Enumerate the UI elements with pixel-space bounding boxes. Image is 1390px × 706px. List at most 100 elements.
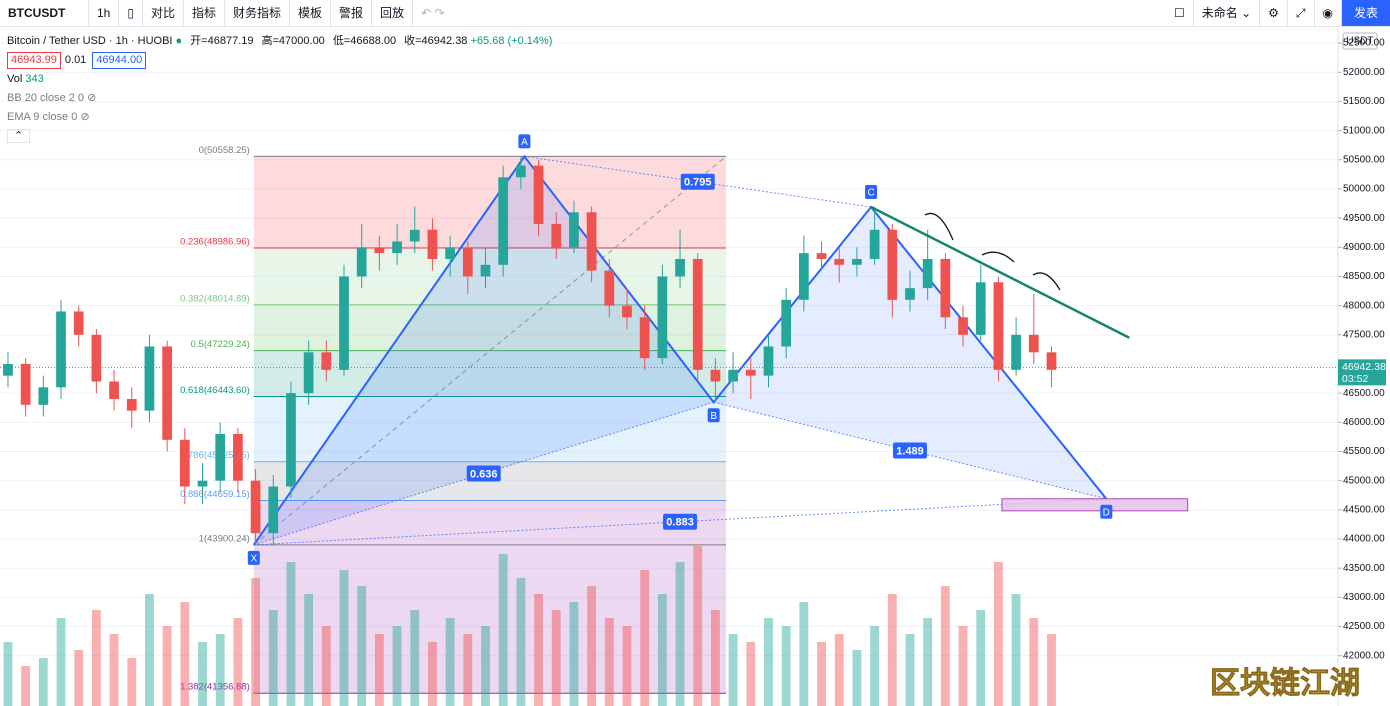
indicator[interactable]: EMA 9 close 0 ⊘ (7, 111, 90, 123)
currency: USDT (1346, 36, 1373, 47)
candle-body (728, 369, 738, 382)
candle-body (940, 258, 951, 318)
candle-body (56, 311, 66, 388)
ratio-line (713, 401, 1107, 500)
undo-redo[interactable]: ↶ ↷ (421, 6, 445, 20)
volume-bar (534, 594, 543, 706)
bid: 46943.99 (7, 52, 61, 69)
point-label: X (250, 553, 257, 564)
last-price-label: 46942.38 (1342, 361, 1386, 373)
sketch-arc (924, 212, 954, 241)
y-tick-label: 51000.00 (1343, 125, 1385, 136)
candle-body (409, 229, 420, 242)
fib-label: 0.236(48986.96) (180, 237, 250, 248)
publish-button[interactable]: 发表 (1341, 0, 1390, 26)
candle-body (975, 282, 986, 335)
volume-bar (286, 562, 296, 706)
fib-label: 1.382(41356.88) (180, 682, 250, 693)
indicator[interactable]: BB 20 close 2 0 ⊘ (7, 92, 97, 104)
toolbar-item[interactable]: 回放 (372, 0, 414, 26)
y-tick-label: 42500.00 (1343, 621, 1385, 632)
ratio-box (680, 173, 715, 190)
volume-bar (463, 634, 473, 706)
ratio-label: 0.795 (684, 177, 712, 189)
chart-style[interactable]: ▯ (119, 0, 143, 26)
fib-trend (253, 155, 727, 546)
volume-bar (852, 650, 862, 706)
sketch-arc (1032, 272, 1061, 291)
fib-label: 0.786(45325.05) (180, 450, 250, 461)
volume-bar (587, 586, 597, 706)
y-tick-label: 44500.00 (1343, 504, 1385, 515)
candle-body (286, 393, 296, 487)
candle-body (533, 165, 544, 224)
watermark: 区块链江湖 (1210, 666, 1360, 700)
volume-bar (374, 634, 384, 706)
volume-bar (746, 642, 756, 706)
y-tick-label: 48500.00 (1343, 271, 1385, 282)
volume-bar (781, 626, 791, 706)
candle-body (745, 369, 756, 376)
legend-header: Bitcoin / Tether USD · 1h · HUOBI ● 开=468… (7, 35, 553, 47)
ratio-label: 0.636 (470, 468, 498, 480)
volume-legend: Vol 343 (7, 70, 552, 89)
candle-body (675, 258, 685, 277)
candle-body (3, 363, 13, 376)
volume-bar (1029, 618, 1039, 706)
symbol[interactable]: BTCUSDT (0, 0, 89, 26)
candle-body (905, 288, 915, 300)
volume-bar (817, 642, 826, 706)
toolbar-item[interactable]: 指标 (184, 0, 225, 26)
volume-bar (870, 626, 880, 706)
trend-line (870, 205, 1130, 339)
candle-body (462, 247, 473, 277)
point-label: D (1103, 507, 1110, 518)
volume-bar (304, 594, 314, 706)
layout-toggle[interactable]: ☐ (1166, 0, 1194, 26)
volume-bar (923, 618, 933, 706)
y-tick-label: 51500.00 (1343, 96, 1385, 107)
candle-body (20, 363, 31, 405)
point-box (707, 408, 720, 423)
collapse-button[interactable]: ⌃ (7, 127, 552, 146)
y-tick-label: 50500.00 (1343, 154, 1385, 165)
y-tick-label: 48000.00 (1343, 300, 1385, 311)
toolbar-item[interactable]: 警报 (331, 0, 373, 26)
candle-body (321, 352, 332, 370)
toolbar-item[interactable]: 对比 (143, 0, 184, 26)
interval[interactable]: 1h (89, 0, 120, 26)
fib-band (253, 544, 727, 694)
y-tick-label: 50000.00 (1343, 184, 1385, 195)
volume-bar (657, 594, 667, 706)
indicator-text: BB 20 close 2 0 (7, 92, 85, 104)
y-tick-label: 43000.00 (1343, 592, 1385, 603)
toolbar-item[interactable]: 模板 (290, 0, 332, 26)
fullscreen[interactable]: ⤢ (1288, 0, 1315, 26)
candle-body (622, 305, 632, 318)
snapshot[interactable]: ◉ (1315, 0, 1342, 26)
settings[interactable]: ⚙ (1260, 0, 1288, 26)
indicator-text: EMA 9 close 0 (7, 111, 78, 123)
candle-body (604, 270, 615, 306)
y-tick-label: 42000.00 (1343, 650, 1385, 661)
candle-body (639, 317, 650, 359)
fib-label: 0.382(48014.89) (180, 293, 250, 304)
candle-body (427, 229, 438, 259)
point-box (1100, 504, 1113, 519)
volume-bar (180, 602, 190, 706)
volume-bar (445, 618, 455, 706)
y-tick-label: 47500.00 (1343, 329, 1385, 340)
y-tick-label: 49500.00 (1343, 213, 1385, 224)
volume-bar (498, 554, 508, 706)
candle-body (586, 212, 597, 271)
last-price-box (1338, 359, 1386, 386)
volume-bar (198, 642, 207, 706)
volume-label: Vol (7, 73, 23, 85)
layout-name[interactable]: 未命名 ⌄ (1194, 0, 1261, 26)
volume-bar (551, 610, 561, 706)
toolbar-item[interactable]: 财务指标 (225, 0, 291, 26)
candle-body (38, 387, 49, 405)
candle-body (126, 398, 137, 411)
candle-body (798, 253, 809, 300)
